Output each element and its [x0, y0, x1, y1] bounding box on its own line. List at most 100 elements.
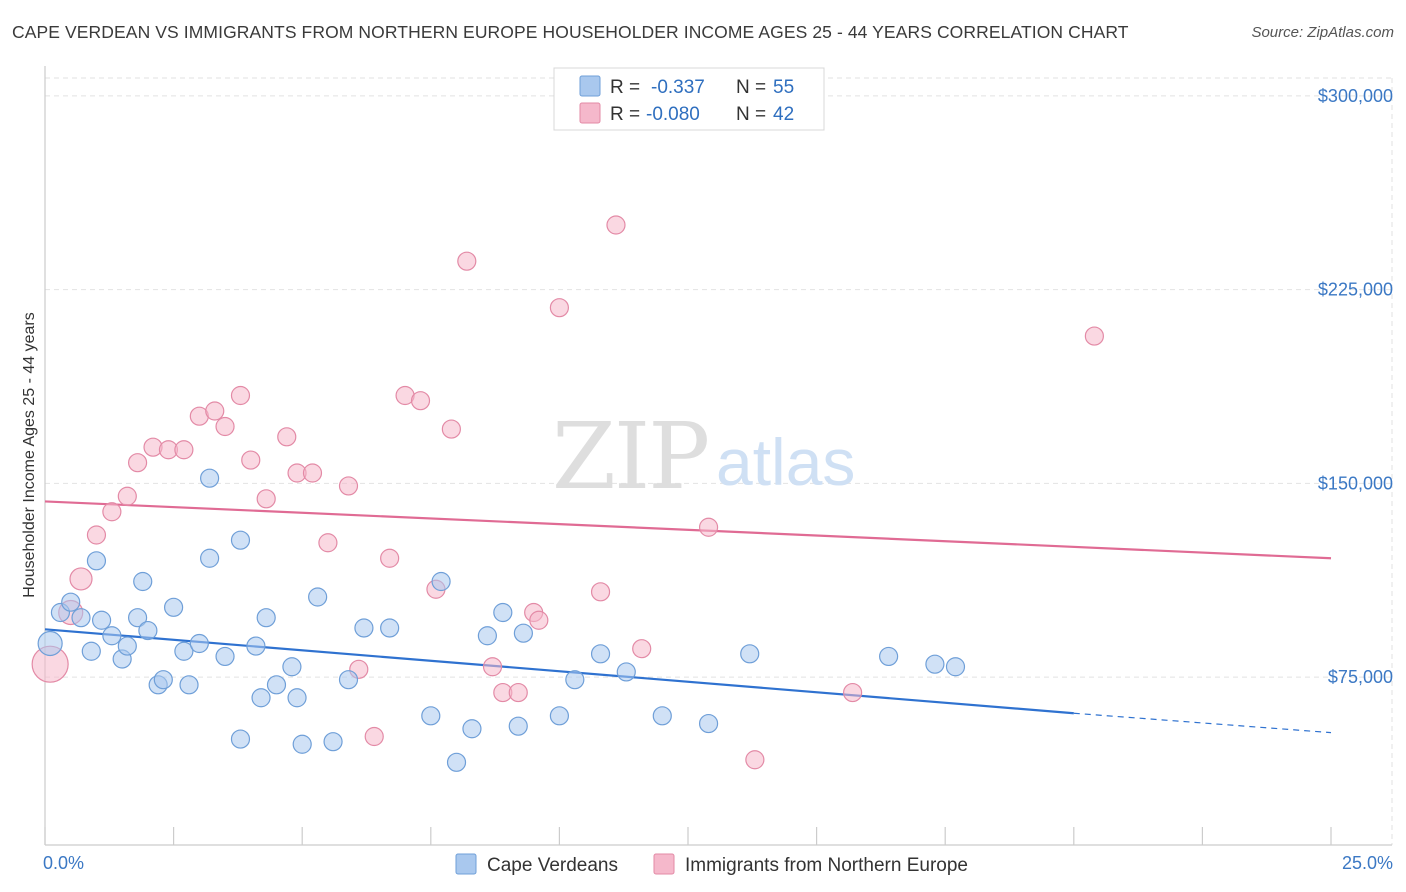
point-northern-europe: [338, 476, 359, 496]
point-northern-europe: [843, 682, 863, 703]
point-cape-verdean: [565, 670, 585, 690]
point-northern-europe: [230, 385, 251, 406]
point-cape-verdean: [354, 618, 374, 638]
x-tick-labels: 0.0% 25.0%: [43, 853, 1393, 873]
point-cape-verdean: [61, 592, 81, 612]
point-northern-europe: [590, 582, 611, 602]
point-cape-verdean: [86, 551, 107, 571]
point-northern-europe: [364, 726, 384, 747]
point-cape-verdean: [215, 646, 235, 667]
point-northern-europe: [102, 502, 122, 522]
point-northern-europe: [380, 548, 400, 568]
point-cape-verdean: [200, 548, 220, 568]
point-cape-verdean: [323, 732, 343, 752]
watermark-atlas: atlas: [716, 425, 855, 499]
point-northern-europe: [127, 453, 148, 473]
point-cape-verdean: [91, 610, 112, 630]
grid-lines: [45, 77, 1393, 845]
point-cape-verdean: [287, 688, 307, 708]
point-northern-europe: [441, 419, 461, 439]
x-tick-label-max: 25.0%: [1342, 853, 1393, 873]
point-cape-verdean: [200, 468, 220, 488]
legend-swatch-blue: [579, 75, 601, 97]
point-cape-verdean: [590, 644, 611, 664]
point-northern-europe: [1084, 326, 1104, 346]
point-northern-europe: [277, 427, 297, 447]
y-tick-labels: $75,000 $150,000 $225,000 $300,000: [1318, 86, 1393, 687]
point-cape-verdean: [189, 633, 209, 654]
y-tick-label: $300,000: [1318, 86, 1393, 106]
point-cape-verdean: [138, 620, 158, 641]
bottom-legend: Cape Verdeans Immigrants from Northern E…: [455, 853, 968, 876]
data-points: [31, 215, 1104, 772]
y-tick-label: $75,000: [1328, 667, 1393, 687]
point-cape-verdean: [153, 670, 173, 690]
point-cape-verdean: [246, 636, 266, 656]
point-cape-verdean: [493, 602, 513, 623]
bottom-legend-swatch-blue: [455, 853, 477, 875]
bottom-legend-swatch-pink: [653, 853, 675, 875]
point-cape-verdean: [127, 608, 148, 628]
stats-legend: R = -0.337 N = 55 R = -0.080 N = 42: [553, 67, 825, 131]
trend-line-cape-verdean: [44, 628, 1074, 715]
point-cape-verdean: [81, 641, 101, 661]
y-tick-label: $225,000: [1318, 280, 1393, 300]
point-cape-verdean: [102, 626, 122, 646]
bottom-legend-label-blue: Cape Verdeans: [487, 855, 618, 876]
point-northern-europe: [69, 567, 93, 591]
point-cape-verdean: [616, 662, 636, 682]
point-cape-verdean: [431, 571, 451, 592]
point-northern-europe: [302, 463, 323, 483]
point-cape-verdean: [179, 675, 199, 695]
point-cape-verdean: [421, 706, 441, 726]
point-northern-europe: [241, 450, 261, 470]
trend-line-cape-verdean-extension: [1073, 712, 1332, 734]
legend-r-label-2: R =: [610, 104, 640, 125]
watermark-zip: ZIP: [552, 403, 708, 510]
axes: [44, 66, 1392, 846]
point-northern-europe: [606, 215, 626, 235]
source-label: Source: ZipAtlas.com: [1251, 24, 1394, 41]
point-cape-verdean: [256, 608, 276, 628]
point-northern-europe: [632, 639, 652, 659]
point-cape-verdean: [652, 706, 672, 726]
point-cape-verdean: [230, 729, 251, 749]
point-cape-verdean: [251, 688, 271, 708]
point-cape-verdean: [174, 641, 194, 661]
legend-r-label-1: R =: [610, 77, 640, 98]
point-cape-verdean: [292, 734, 312, 754]
point-cape-verdean: [698, 713, 719, 734]
point-cape-verdean: [308, 587, 328, 607]
legend-r-value-1: -0.337: [651, 77, 705, 98]
point-northern-europe: [86, 525, 107, 545]
trend-line-northern-europe: [44, 500, 1332, 560]
legend-n-value-2: 42: [773, 104, 794, 125]
point-northern-europe: [745, 750, 765, 770]
point-cape-verdean: [879, 646, 899, 667]
point-cape-verdean: [230, 530, 251, 550]
point-northern-europe: [410, 391, 431, 411]
point-cape-verdean: [380, 618, 400, 638]
point-northern-europe: [529, 610, 549, 630]
point-cape-verdean: [740, 644, 760, 664]
point-cape-verdean: [266, 675, 287, 695]
legend-n-label-1: N =: [736, 77, 766, 98]
point-cape-verdean: [945, 657, 966, 677]
point-cape-verdean: [477, 626, 497, 646]
point-northern-europe: [549, 298, 570, 318]
point-northern-europe: [457, 251, 477, 271]
point-cape-verdean: [513, 623, 533, 643]
point-northern-europe: [215, 416, 235, 437]
point-northern-europe: [508, 682, 528, 703]
legend-n-label-2: N =: [736, 104, 766, 125]
point-cape-verdean: [164, 597, 184, 617]
y-tick-label: $150,000: [1318, 473, 1393, 493]
point-northern-europe: [174, 440, 194, 460]
point-cape-verdean: [508, 716, 528, 736]
legend-r-value-2: -0.080: [646, 104, 700, 125]
point-cape-verdean: [133, 571, 153, 592]
point-cape-verdean: [37, 630, 63, 657]
point-cape-verdean: [549, 706, 570, 726]
point-cape-verdean: [462, 719, 482, 739]
